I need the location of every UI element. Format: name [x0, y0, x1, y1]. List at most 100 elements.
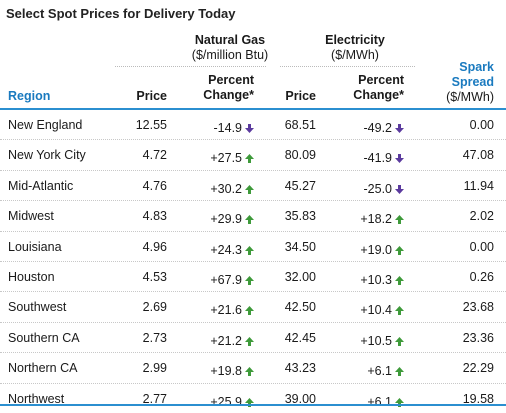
arrow-up-icon: [395, 336, 404, 346]
ng-pct-cell: +30.2: [210, 182, 254, 196]
el-pct-value: +18.2: [360, 212, 392, 227]
ng-price-cell: 2.69: [142, 300, 167, 315]
el-pct-cell: +19.0: [360, 243, 404, 257]
el-pct-cell: +18.2: [360, 212, 404, 226]
ng-price-cell: 4.72: [142, 148, 167, 163]
header-rule: [0, 108, 506, 110]
arrow-up-icon: [395, 397, 404, 407]
ng-pct-value: +21.2: [210, 333, 242, 348]
spark-spread-cell: 0.00: [469, 239, 494, 254]
arrow-up-icon: [245, 336, 254, 346]
arrow-up-icon: [395, 306, 404, 316]
arrow-up-icon: [245, 184, 254, 194]
ng-pct-cell: +27.5: [210, 151, 254, 165]
ng-pct-line1: Percent: [208, 73, 254, 87]
table-row: Southwest 2.69 +21.6 42.50 +10.4 23.68: [0, 292, 506, 323]
spark-line2: Spread: [451, 75, 494, 89]
el-pct-cell: +10.4: [360, 303, 404, 317]
el-price-cell: 39.00: [284, 391, 316, 406]
ng-pct-cell: +21.6: [210, 303, 254, 317]
table-title: Select Spot Prices for Delivery Today: [6, 6, 236, 21]
ng-pct-value: -14.9: [213, 121, 243, 135]
arrow-down-icon: [395, 154, 404, 164]
el-pct-cell: +6.1: [367, 395, 404, 409]
natural-gas-unit: ($/million Btu): [191, 48, 269, 62]
ng-pct-value: +21.6: [210, 303, 242, 318]
arrow-up-icon: [245, 245, 254, 255]
el-pct-value: -25.0: [363, 181, 393, 196]
table-row: Midwest 4.83 +29.9 35.83 +18.2 2.02: [0, 201, 506, 232]
el-pct-value: +19.0: [360, 242, 392, 257]
spark-spread-cell: 11.94: [463, 178, 494, 193]
arrow-up-icon: [245, 306, 254, 316]
el-pct-value: +6.1: [367, 394, 392, 409]
arrow-up-icon: [245, 367, 254, 377]
el-pct-cell: -49.2: [364, 121, 404, 135]
el-price-cell: 80.09: [284, 148, 316, 163]
region-cell: Mid-Atlantic: [8, 178, 74, 193]
el-pct-line2: Change*: [353, 88, 404, 102]
el-pct-cell: -25.0: [363, 181, 404, 196]
table-row: Houston 4.53 +67.9 32.00 +10.3 0.26: [0, 262, 506, 293]
electricity-group-header: Electricity ($/MWh): [280, 33, 430, 63]
ng-percent-change-header: Percent Change*: [203, 73, 254, 103]
table-row: Northwest 2.77 +25.9 39.00 +6.1 19.58: [0, 384, 506, 413]
region-cell: Northwest: [8, 391, 65, 406]
ng-pct-value: +29.9: [210, 212, 242, 227]
arrow-up-icon: [245, 397, 254, 407]
el-pct-cell: -41.9: [364, 151, 404, 165]
footer-rule: [0, 404, 506, 406]
ng-price-cell: 4.96: [142, 239, 167, 254]
ng-pct-cell: +29.9: [210, 212, 254, 226]
ng-price-cell: 2.99: [142, 361, 167, 376]
ng-pct-value: +24.3: [210, 242, 242, 257]
table-row: New England 12.55 -14.9 68.51 -49.2 0.00: [0, 110, 506, 141]
spark-spread-cell: 19.58: [462, 391, 494, 406]
spark-spread-cell: 23.68: [462, 300, 494, 315]
spark-unit: ($/MWh): [446, 90, 494, 104]
ng-pct-cell: -14.9: [213, 121, 254, 135]
el-price-cell: 43.23: [284, 361, 316, 376]
ng-pct-value: +67.9: [210, 272, 242, 287]
el-pct-cell: +10.3: [360, 273, 404, 287]
spark-spread-cell: 47.08: [462, 148, 494, 163]
el-pct-value: +10.4: [360, 303, 392, 318]
ng-pct-line2: Change*: [203, 88, 254, 102]
arrow-up-icon: [245, 215, 254, 225]
region-cell: Midwest: [8, 209, 54, 224]
region-cell: New England: [8, 118, 83, 132]
arrow-down-icon: [395, 124, 404, 133]
el-percent-change-header: Percent Change*: [353, 73, 404, 103]
arrow-up-icon: [395, 215, 404, 225]
ng-price-cell: 2.73: [142, 330, 167, 345]
el-price-cell: 32.00: [284, 269, 316, 284]
spark-line1: Spark: [459, 60, 494, 74]
el-price-cell: 42.50: [284, 300, 316, 315]
ng-price-cell: 4.53: [142, 269, 167, 284]
el-price-cell: 42.45: [284, 330, 316, 345]
arrow-up-icon: [395, 275, 404, 285]
el-pct-value: +10.5: [360, 333, 392, 348]
ng-pct-value: +27.5: [210, 151, 242, 166]
el-price-header: Price: [285, 89, 316, 103]
arrow-down-icon: [395, 184, 404, 194]
el-price-cell: 34.50: [284, 239, 316, 254]
arrow-up-icon: [245, 275, 254, 285]
arrow-down-icon: [245, 124, 254, 133]
el-pct-value: +6.1: [367, 364, 392, 379]
ng-pct-cell: +67.9: [210, 273, 254, 287]
region-cell: Southern CA: [8, 330, 80, 345]
region-cell: Louisiana: [8, 239, 62, 254]
ng-price-cell: 4.83: [142, 209, 167, 224]
el-price-cell: 45.27: [284, 178, 316, 193]
spark-spread-cell: 0.26: [469, 269, 494, 284]
spark-spread-cell: 22.29: [462, 361, 494, 376]
table-row: Northern CA 2.99 +19.8 43.23 +6.1 22.29: [0, 353, 506, 384]
electricity-divider: [280, 66, 415, 67]
el-pct-cell: +10.5: [360, 334, 404, 348]
ng-pct-value: +30.2: [210, 181, 242, 196]
spark-spread-cell: 23.36: [462, 330, 494, 345]
ng-pct-cell: +19.8: [210, 364, 254, 378]
natural-gas-group-header: Natural Gas ($/million Btu): [110, 33, 350, 63]
